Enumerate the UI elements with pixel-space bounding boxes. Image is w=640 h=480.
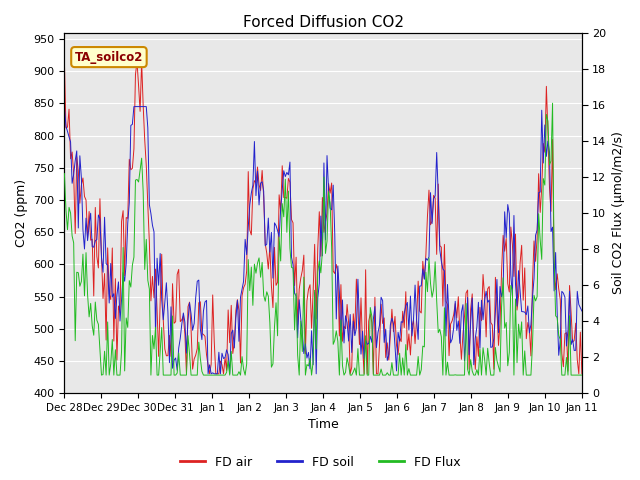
Y-axis label: Soil CO2 Flux (μmol/m2/s): Soil CO2 Flux (μmol/m2/s) [612,132,625,294]
Y-axis label: CO2 (ppm): CO2 (ppm) [15,179,28,247]
X-axis label: Time: Time [308,419,339,432]
Legend: FD air, FD soil, FD Flux: FD air, FD soil, FD Flux [175,451,465,474]
Title: Forced Diffusion CO2: Forced Diffusion CO2 [243,15,404,30]
Text: TA_soilco2: TA_soilco2 [75,50,143,63]
